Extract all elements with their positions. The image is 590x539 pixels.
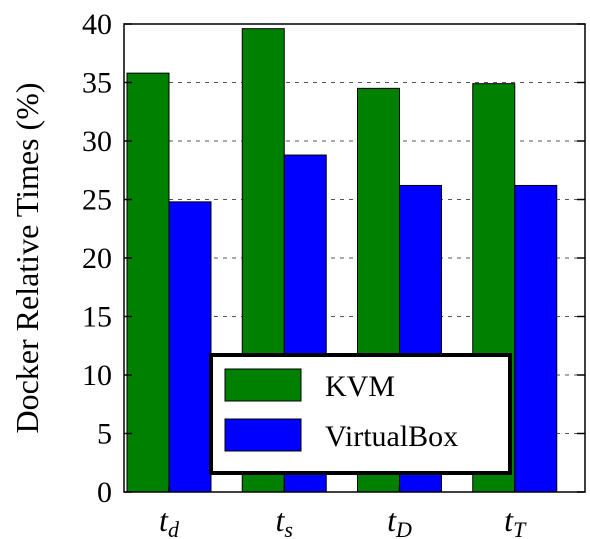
y-tick-label: 10: [82, 359, 112, 392]
y-axis-label: Docker Relative Times (%): [9, 82, 45, 433]
y-tick-label: 0: [97, 476, 112, 509]
legend-label-virtualbox: VirtualBox: [325, 420, 458, 453]
y-tick-label: 30: [82, 125, 112, 158]
y-tick-label: 5: [97, 418, 112, 451]
legend: KVM VirtualBox: [209, 353, 512, 475]
x-axis-categories: td ts tD tT: [159, 486, 527, 539]
y-tick-label: 15: [82, 301, 112, 334]
y-tick-label: 40: [82, 8, 112, 41]
x-tick-label: ts: [276, 502, 293, 539]
bar-kvm-td: [126, 72, 170, 493]
y-tick-label: 25: [82, 184, 112, 217]
x-tick-label: td: [159, 502, 180, 539]
y-tick-label: 20: [82, 242, 112, 275]
bar-virtualbox-td: [168, 201, 212, 493]
legend-swatch-kvm: [224, 368, 302, 402]
y-tick-label: 35: [82, 67, 112, 100]
legend-label-kvm: KVM: [325, 370, 395, 403]
bar-virtualbox-tT: [514, 184, 558, 493]
legend-swatch-virtualbox: [224, 418, 302, 452]
x-tick-label: tT: [504, 502, 527, 539]
y-axis-ticks: 0 5 10 15 20 25 30 35 40: [82, 8, 585, 509]
x-tick-label: tD: [387, 502, 412, 539]
